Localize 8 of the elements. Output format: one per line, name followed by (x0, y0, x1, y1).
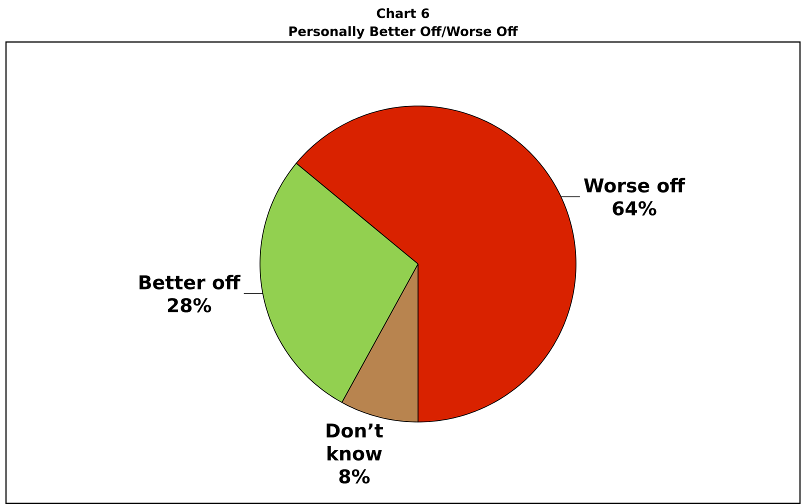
data-label: 28% (168, 298, 212, 312)
slice-label: Better off (140, 274, 240, 290)
slice-label: Worse off (584, 178, 686, 193)
data-label: 8% (339, 469, 370, 484)
chart-subtitle: Personally Better Off/Worse Off (289, 26, 518, 39)
chart-title: Chart 6 (376, 8, 430, 18)
slice-label: Don’t know (326, 424, 383, 461)
data-label: 64% (612, 201, 656, 216)
